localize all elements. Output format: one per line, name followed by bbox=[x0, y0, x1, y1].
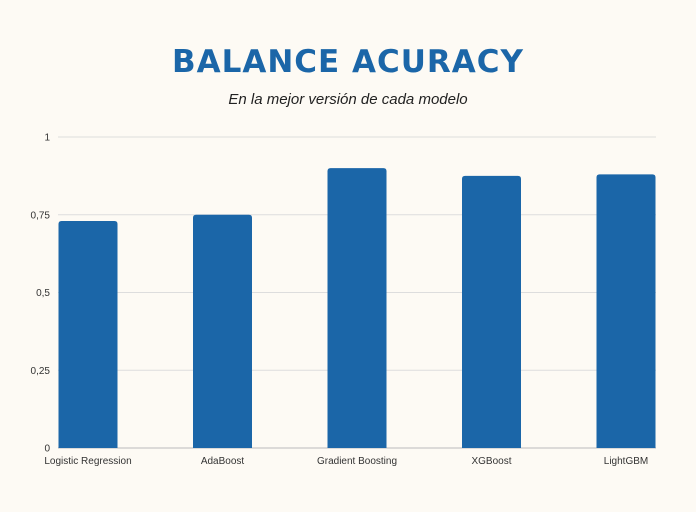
chart-subtitle: En la mejor versión de cada modelo bbox=[228, 91, 468, 108]
bar-gradient-boosting bbox=[327, 168, 387, 448]
x-tick-label: Gradient Boosting bbox=[317, 456, 397, 467]
bars bbox=[58, 168, 656, 448]
x-tick-label: LightGBM bbox=[604, 456, 648, 467]
y-tick-label: 1 bbox=[44, 133, 50, 144]
y-tick-label: 0,75 bbox=[31, 210, 51, 221]
chart-title: BALANCE ACURACY bbox=[171, 44, 524, 80]
bar-adaboost bbox=[193, 214, 252, 448]
x-tick-label: XGBoost bbox=[471, 456, 511, 467]
y-tick-label: 0,25 bbox=[31, 366, 51, 377]
y-tick-label: 0 bbox=[44, 444, 50, 455]
x-tick-label: AdaBoost bbox=[201, 456, 245, 467]
bar-lightgbm bbox=[596, 174, 656, 448]
bar-xgboost bbox=[462, 175, 521, 448]
x-tick-label: Logistic Regression bbox=[44, 456, 131, 467]
y-axis-ticks: 0 0,25 0,5 0,75 1 bbox=[31, 133, 51, 455]
x-axis-ticks: Logistic Regression AdaBoost Gradient Boos… bbox=[44, 456, 648, 467]
y-tick-label: 0,5 bbox=[36, 288, 50, 299]
bar-logistic-regression bbox=[58, 220, 118, 448]
